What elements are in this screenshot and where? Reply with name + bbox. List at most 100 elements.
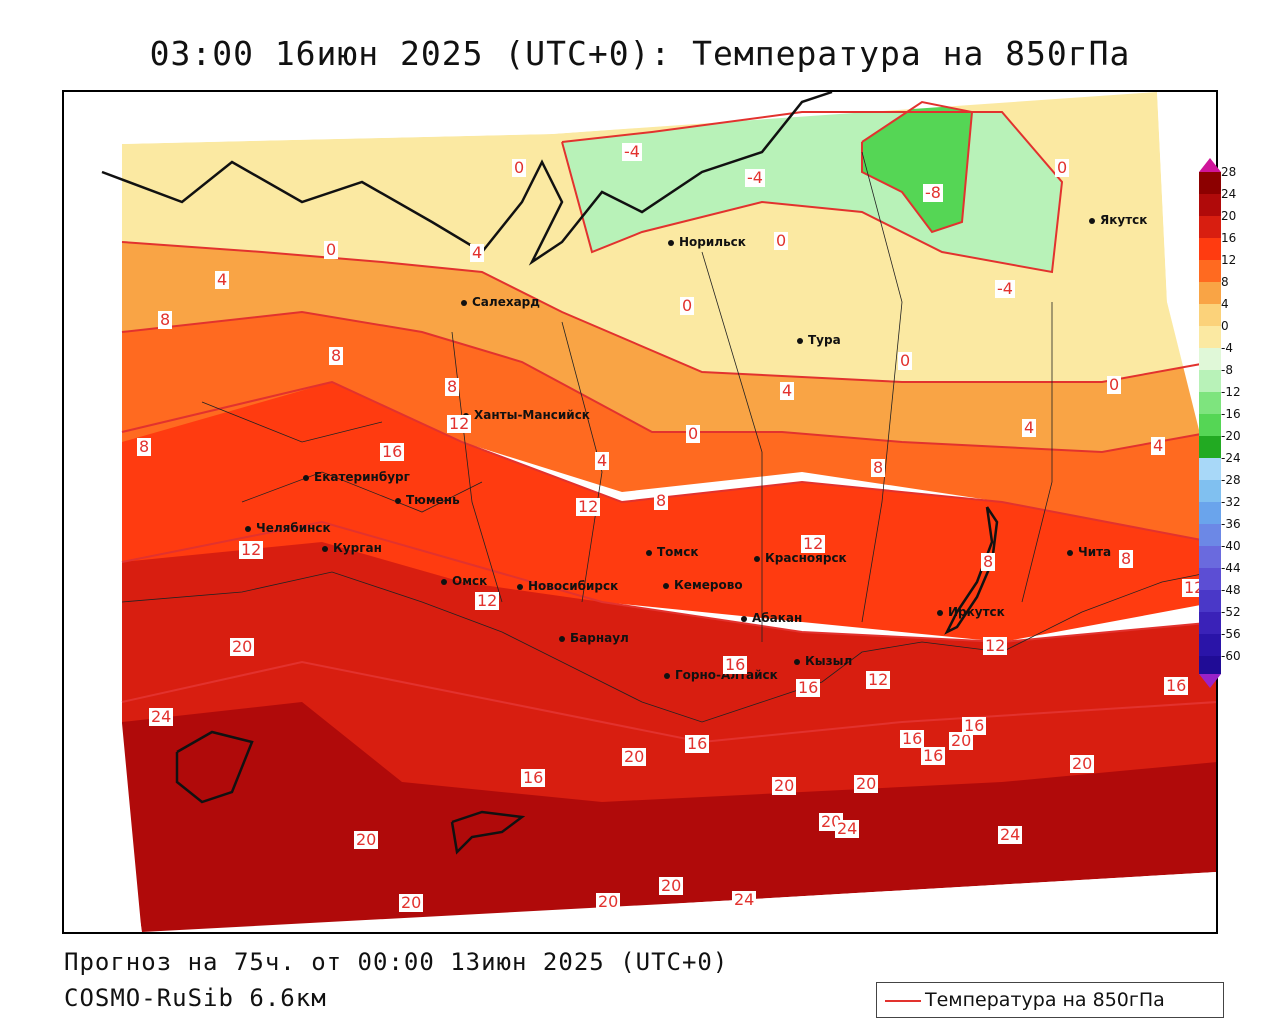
isotherm-label: 8 (871, 458, 886, 477)
isotherm-label: 0 (680, 296, 695, 315)
city-label: Омск (440, 574, 488, 588)
isotherm-label: 8 (1119, 549, 1134, 568)
arctic-coastline (101, 92, 833, 266)
isotherm-label: 8 (981, 552, 996, 571)
contour-0 (121, 241, 1213, 383)
isotherm-label: 20 (596, 892, 621, 911)
isotherm-label: 12 (475, 591, 500, 610)
contour-8 (121, 380, 1213, 543)
band-green (862, 102, 972, 232)
legend-line-swatch (885, 1000, 921, 1002)
isotherm-label: 4 (470, 243, 485, 262)
contour-16 (121, 660, 1216, 744)
scale-tick-label: -4 (1221, 341, 1233, 355)
isotherm-label: 0 (324, 240, 339, 259)
region-border (1021, 302, 1053, 603)
temperature-map (62, 90, 1218, 934)
city-label: Екатеринбург (303, 470, 410, 484)
city-label: Чита (1066, 545, 1112, 559)
isotherm-label: 20 (1070, 754, 1095, 773)
isotherm-label: 20 (854, 774, 879, 793)
scale-tick-label: 0 (1221, 319, 1229, 333)
isotherm-label: -4 (745, 168, 765, 187)
city-label: Норильск (668, 235, 746, 249)
scale-tick-label: -60 (1221, 649, 1241, 663)
isotherm-label: 8 (137, 437, 152, 456)
isotherm-label: 24 (149, 707, 174, 726)
city-label: Курган (322, 541, 382, 555)
scale-tick-label: -24 (1221, 451, 1241, 465)
city-label: Горно-Алтайск (664, 668, 778, 682)
city-label: Тура (797, 333, 841, 347)
color-scale: 28 24 20 16 12 8 4 0 -4 -8 -12 -16 -20 -24 -28 -32 -36 -4… (1199, 158, 1269, 688)
scale-tick-label: -48 (1221, 583, 1241, 597)
scale-tick-label: -32 (1221, 495, 1241, 509)
national-border (121, 571, 1213, 723)
scale-tick-label: -8 (1221, 363, 1233, 377)
city-label: Иркутск (937, 605, 1005, 619)
scale-tick-label: 28 (1221, 165, 1237, 179)
city-label: Томск (646, 545, 699, 559)
isotherm-label: 12 (866, 670, 891, 689)
contour-neg8 (861, 100, 974, 234)
isotherm-label: 4 (215, 270, 230, 289)
isotherm-label: 12 (239, 540, 264, 559)
scale-tick-label: -28 (1221, 473, 1241, 487)
scale-tick-label: -20 (1221, 429, 1241, 443)
city-label: Новосибирск (516, 579, 619, 593)
isotherm-label: 16 (723, 655, 748, 674)
contour-4 (121, 310, 1213, 454)
isotherm-label: 12 (801, 534, 826, 553)
band-red (122, 522, 1216, 802)
caspian-sea (175, 730, 254, 804)
isotherm-label: 0 (1107, 375, 1122, 394)
scale-tick-label: 4 (1221, 297, 1229, 311)
city-label: Барнаул (559, 631, 629, 645)
isotherm-label: 8 (158, 310, 173, 329)
region-border (861, 151, 903, 623)
city-label: Кемерово (663, 578, 743, 592)
isotherm-label: 8 (329, 346, 344, 365)
legend-label: Температура на 850гПа (925, 989, 1165, 1011)
color-scale-bar (1199, 158, 1221, 688)
isotherm-label: 20 (622, 747, 647, 766)
isotherm-label: 4 (595, 451, 610, 470)
isotherm-label: 8 (654, 491, 669, 510)
isotherm-label: 4 (1151, 436, 1166, 455)
scale-tick-label: 20 (1221, 209, 1237, 223)
isotherm-label: 16 (685, 734, 710, 753)
isotherm-label: 16 (380, 442, 405, 461)
map-canvas (64, 92, 1216, 932)
isotherm-label: 24 (998, 825, 1023, 844)
scale-tick-label: -16 (1221, 407, 1241, 421)
isotherm-label: 0 (686, 424, 701, 443)
scale-tick-label: 12 (1221, 253, 1237, 267)
isotherm-label: 24 (732, 890, 757, 909)
city-label: Ханты-Мансийск (463, 408, 590, 422)
isotherm-label: 0 (512, 158, 527, 177)
chart-title: 03:00 16июн 2025 (UTC+0): Температура на… (149, 34, 1131, 73)
region-border (701, 251, 763, 642)
contour-neg4 (561, 111, 1064, 274)
isotherm-label: 20 (354, 830, 379, 849)
isotherm-label: 12 (447, 414, 472, 433)
scale-tick-label: 16 (1221, 231, 1237, 245)
isotherm-label: 16 (962, 716, 987, 735)
isotherm-label: 0 (898, 351, 913, 370)
isotherm-label: 4 (1022, 418, 1037, 437)
isotherm-label: 0 (774, 231, 789, 250)
legend-box: Температура на 850гПа (876, 982, 1224, 1018)
isotherm-label: 16 (921, 746, 946, 765)
isotherm-label: 0 (1055, 158, 1070, 177)
isotherm-label: 8 (445, 377, 460, 396)
scale-tick-label: -44 (1221, 561, 1241, 575)
city-label: Якутск (1088, 213, 1148, 227)
isotherm-label: 16 (796, 678, 821, 697)
scale-tick-label: -52 (1221, 605, 1241, 619)
band-orange (122, 312, 1212, 542)
scale-tick-label: 8 (1221, 275, 1229, 289)
isotherm-label: 16 (900, 729, 925, 748)
isotherm-label: 20 (399, 893, 424, 912)
aral-sea (450, 810, 526, 855)
isotherm-label: 20 (659, 876, 684, 895)
